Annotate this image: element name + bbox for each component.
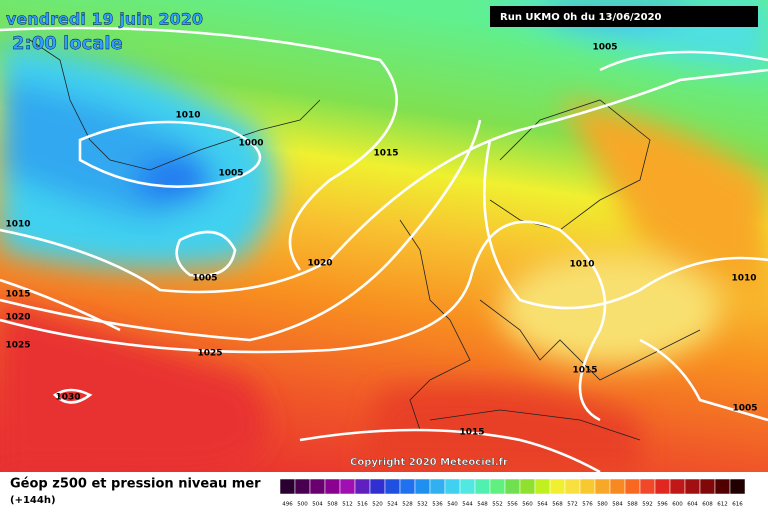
scale-label: 508 (327, 502, 338, 508)
scale-swatch (354, 478, 371, 495)
isobar-label: 1005 (592, 43, 617, 53)
scale-swatch (324, 478, 341, 495)
scale-swatch (369, 478, 386, 495)
scale-swatch (594, 478, 611, 495)
legend-subtitle: (+144h) (10, 495, 56, 506)
scale-label: 580 (597, 502, 608, 508)
scale-swatch (444, 478, 461, 495)
isobars (0, 26, 768, 474)
isobar-label: 1010 (569, 260, 594, 270)
scale-label: 604 (687, 502, 698, 508)
field (0, 0, 768, 472)
scale-label: 552 (492, 502, 503, 508)
scale-label: 524 (387, 502, 398, 508)
scale-label: 500 (297, 502, 308, 508)
scale-label: 560 (522, 502, 533, 508)
scale-label: 540 (447, 502, 458, 508)
isobar-label: 1025 (5, 341, 30, 351)
isobar-label: 1010 (731, 274, 756, 284)
run-info-box (490, 6, 758, 27)
scale-swatch (639, 478, 656, 495)
legend-title: Géop z500 et pression niveau mer (10, 477, 261, 492)
scale-swatch (534, 478, 551, 495)
scale-swatch (684, 478, 701, 495)
isobar-label: 1000 (238, 139, 263, 149)
isobar-label: 1010 (175, 111, 200, 121)
isobar-label: 1015 (459, 428, 484, 438)
scale-swatch (399, 478, 416, 495)
scale-label: 504 (312, 502, 323, 508)
scale-swatch (504, 478, 521, 495)
scale-label: 608 (702, 502, 713, 508)
scale-label: 516 (357, 502, 368, 508)
scale-label: 556 (507, 502, 518, 508)
scale-label: 548 (477, 502, 488, 508)
scale-label: 612 (717, 502, 728, 508)
color-scale: 496 500 504 508 512 516 520 524 528 532 536 540 544 5… (279, 478, 746, 508)
scale-label: 512 (342, 502, 353, 508)
isobar-label: 1005 (218, 169, 243, 179)
scale-swatch (714, 478, 731, 495)
scale-swatch (654, 478, 671, 495)
map-title: vendredi 19 juin 2020 (6, 10, 203, 29)
isobar-label: 1015 (572, 366, 597, 376)
isobar-label: 1010 (5, 220, 30, 230)
scale-label: 568 (552, 502, 563, 508)
scale-swatch (474, 478, 491, 495)
scale-swatch (309, 478, 326, 495)
scale-label: 616 (732, 502, 743, 508)
isobar-label: 1005 (192, 274, 217, 284)
scale-swatch (294, 478, 311, 495)
isobar-labels: 1005 1010 1000 1005 1015 1010 1005 1020 1015 1020… (5, 43, 757, 438)
scale-swatch (489, 478, 506, 495)
scale-label: 592 (642, 502, 653, 508)
scale-label: 520 (372, 502, 383, 508)
scale-label: 576 (582, 502, 593, 508)
scale-swatch (624, 478, 641, 495)
scale-label: 544 (462, 502, 473, 508)
scale-swatch (279, 478, 296, 495)
scale-label: 564 (537, 502, 548, 508)
scale-label: 496 (282, 502, 293, 508)
scale-label: 588 (627, 502, 638, 508)
scale-swatch (609, 478, 626, 495)
scale-swatch (429, 478, 446, 495)
isobar-label: 1015 (5, 290, 30, 300)
isobar-label: 1020 (5, 313, 30, 323)
copyright: Copyright 2020 Meteociel.fr (350, 457, 508, 468)
isobar-label: 1020 (307, 259, 332, 269)
coastlines (29, 39, 701, 441)
scale-swatch (519, 478, 536, 495)
scale-swatch (579, 478, 596, 495)
scale-label: 536 (432, 502, 443, 508)
isobar-label: 1005 (732, 404, 757, 414)
scale-label: 528 (402, 502, 413, 508)
scale-swatch (729, 478, 746, 495)
isobar-label: 1025 (197, 349, 222, 359)
map-subtitle: 2:00 locale (12, 33, 123, 54)
scale-label: 584 (612, 502, 623, 508)
scale-label: 572 (567, 502, 578, 508)
isobar-label: 1015 (373, 149, 398, 159)
scale-swatch (699, 478, 716, 495)
scale-label: 596 (657, 502, 668, 508)
scale-swatch (339, 478, 356, 495)
run-info: Run UKMO 0h du 13/06/2020 (500, 12, 662, 23)
scale-label: 600 (672, 502, 683, 508)
scale-swatch (549, 478, 566, 495)
scale-swatch (459, 478, 476, 495)
scale-swatch (669, 478, 686, 495)
scale-swatch (564, 478, 581, 495)
scale-swatch (384, 478, 401, 495)
isobar-label: 1030 (55, 393, 80, 403)
scale-swatch (414, 478, 431, 495)
scale-label: 532 (417, 502, 428, 508)
